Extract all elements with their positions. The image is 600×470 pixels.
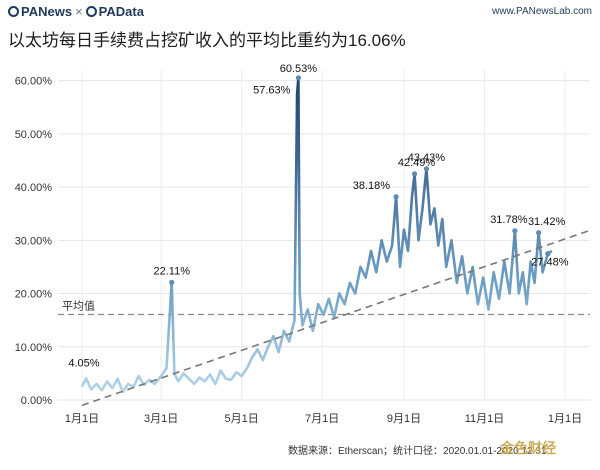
data-label: 31.78% bbox=[490, 214, 528, 226]
annotation-point bbox=[423, 166, 430, 172]
data-label: 27.48% bbox=[531, 257, 569, 269]
data-label: 4.05% bbox=[68, 357, 99, 369]
annotation-point bbox=[169, 279, 175, 285]
annotation-point bbox=[393, 194, 399, 200]
data-label: 22.11% bbox=[153, 265, 190, 277]
watermark: 金色财经 bbox=[500, 440, 556, 456]
data-source-footer: 数据来源：Etherscan；统计口径：2020.01.01-2020.12.3… bbox=[288, 446, 547, 457]
data-label: 31.42% bbox=[528, 216, 566, 228]
data-label: 42.49% bbox=[398, 157, 436, 169]
trend-line bbox=[81, 228, 593, 407]
data-label: 60.53% bbox=[280, 63, 318, 75]
y-tick-label: 10.00% bbox=[15, 342, 53, 354]
data-label: 38.18% bbox=[353, 180, 391, 192]
brand-separator: × bbox=[75, 4, 83, 19]
padata-logo-icon bbox=[85, 6, 97, 17]
y-tick-label: 50.00% bbox=[15, 129, 53, 141]
y-axis: 0.00% 10.00% 20.00% 30.00% 40.00% 50.00% 60.00… bbox=[15, 76, 53, 407]
annotation-point bbox=[295, 75, 302, 81]
annotation-point bbox=[545, 251, 551, 257]
chart-title: 以太坊每日手续费占挖矿收入的平均比重约为16.06% bbox=[8, 31, 406, 50]
annotation-point bbox=[411, 171, 418, 177]
y-tick-label: 40.00% bbox=[15, 182, 53, 194]
brand-panews: PANews bbox=[21, 4, 73, 19]
x-tick-label: 7月1日 bbox=[305, 413, 339, 425]
brand-padata: PAData bbox=[98, 4, 144, 19]
y-tick-label: 60.00% bbox=[15, 76, 53, 88]
x-tick-label: 9月1日 bbox=[387, 413, 421, 425]
top-bar: PANews × PAData www.PANewsLab.com bbox=[0, 0, 600, 24]
fee-share-line bbox=[80, 76, 553, 394]
data-label: 57.63% bbox=[253, 84, 291, 96]
x-tick-label: 1月1日 bbox=[548, 413, 582, 425]
x-tick-label: 11月1日 bbox=[465, 413, 505, 425]
brand-logo: PANews × PAData bbox=[8, 4, 144, 19]
y-tick-label: 20.00% bbox=[15, 289, 53, 301]
y-tick-label: 0.00% bbox=[21, 395, 52, 407]
annotation-point bbox=[512, 228, 518, 234]
series-line bbox=[80, 76, 553, 394]
x-tick-label: 1月1日 bbox=[65, 413, 99, 425]
grid-lines bbox=[58, 70, 590, 401]
y-tick-label: 30.00% bbox=[15, 235, 53, 247]
average-label: 平均值 bbox=[62, 300, 95, 313]
trend-dashed-line bbox=[81, 228, 593, 407]
panews-logo-icon bbox=[8, 6, 19, 17]
site-url: www.PANewsLab.com bbox=[492, 6, 592, 17]
x-axis: 1月1日 3月1日 5月1日 7月1日 9月1日 11月1日 1月1日 bbox=[65, 413, 582, 425]
data-label: 43.43% bbox=[408, 152, 446, 164]
x-tick-label: 3月1日 bbox=[144, 413, 178, 425]
annotation-point bbox=[536, 230, 542, 236]
annotations: 4.05% 22.11% 60.53% 57.63% 38.18% 42.49%43.43… bbox=[68, 63, 568, 370]
x-tick-label: 5月1日 bbox=[225, 413, 259, 425]
